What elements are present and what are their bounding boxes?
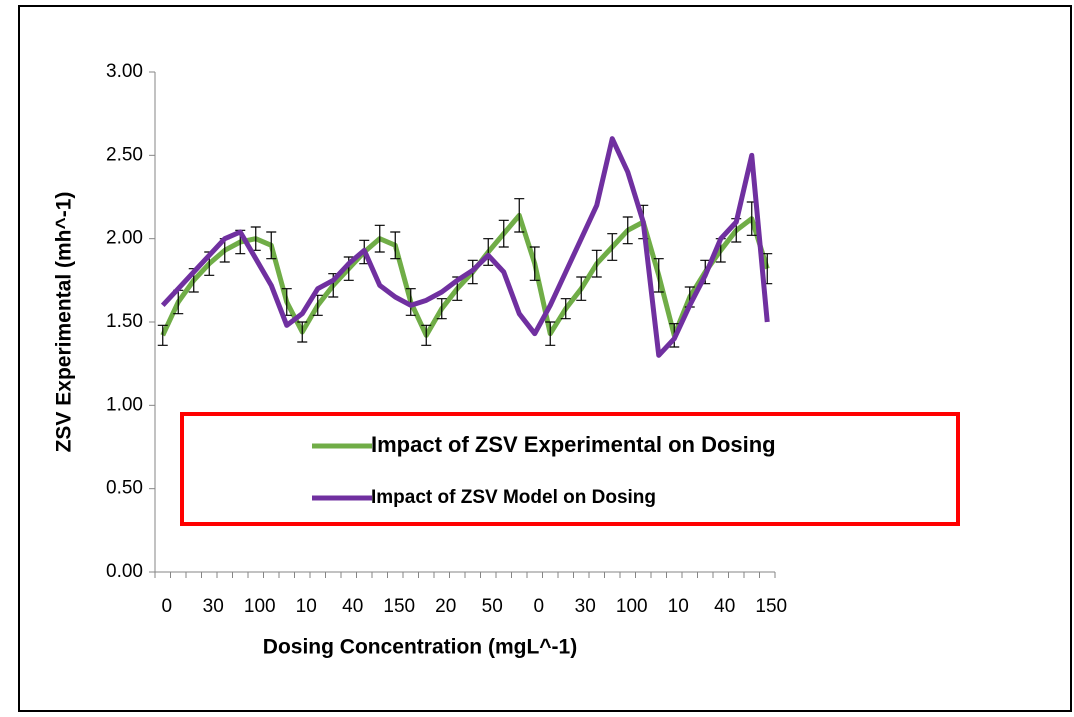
chart-border xyxy=(18,5,1072,712)
error-bar xyxy=(545,321,556,346)
error-bar xyxy=(374,224,385,253)
error-bar xyxy=(266,231,277,260)
error-bar xyxy=(436,298,447,320)
series-line xyxy=(160,136,770,358)
x-axis-title: Dosing Concentration (mgL^-1) xyxy=(263,636,577,659)
y-tick-label: 1.00 xyxy=(106,394,143,415)
error-bar xyxy=(514,198,525,233)
y-axis-title: ZSV Experimental (mh^-1) xyxy=(53,192,76,453)
error-bar xyxy=(498,219,509,248)
x-tick-label: 150 xyxy=(383,596,415,617)
error-bar xyxy=(653,258,664,293)
x-tick-label: 0 xyxy=(533,596,544,617)
x-tick-label: 10 xyxy=(668,596,689,617)
series-line xyxy=(160,212,770,338)
error-bar xyxy=(560,298,571,320)
legend-label: Impact of ZSV Model on Dosing xyxy=(371,487,656,508)
error-bar xyxy=(297,321,308,343)
x-tick-label: 20 xyxy=(435,596,456,617)
error-bar xyxy=(591,249,602,278)
error-bar xyxy=(390,231,401,260)
y-tick-label: 2.00 xyxy=(106,228,143,249)
error-bar xyxy=(622,216,633,245)
x-tick-label: 10 xyxy=(296,596,317,617)
error-bar xyxy=(576,276,587,301)
x-tick-label: 30 xyxy=(575,596,596,617)
legend-box xyxy=(180,412,960,526)
error-bar xyxy=(421,324,432,346)
y-tick-label: 3.00 xyxy=(106,61,143,82)
error-bar xyxy=(405,288,416,316)
y-tick-label: 0.50 xyxy=(106,478,143,499)
x-tick-label: 50 xyxy=(482,596,503,617)
y-tick-label: 2.50 xyxy=(106,144,143,165)
x-tick-label: 100 xyxy=(244,596,276,617)
x-tick-label: 100 xyxy=(616,596,648,617)
error-bar xyxy=(607,233,618,261)
x-tick-label: 0 xyxy=(161,596,172,617)
x-tick-label: 30 xyxy=(203,596,224,617)
error-bar xyxy=(157,324,168,346)
error-bar xyxy=(529,246,540,281)
legend-label: Impact of ZSV Experimental on Dosing xyxy=(371,432,776,457)
x-tick-label: 40 xyxy=(342,596,363,617)
y-tick-label: 0.00 xyxy=(106,561,143,582)
x-tick-label: 40 xyxy=(714,596,735,617)
x-tick-label: 150 xyxy=(755,596,787,617)
y-tick-label: 1.50 xyxy=(106,311,143,332)
error-bar xyxy=(483,238,494,266)
